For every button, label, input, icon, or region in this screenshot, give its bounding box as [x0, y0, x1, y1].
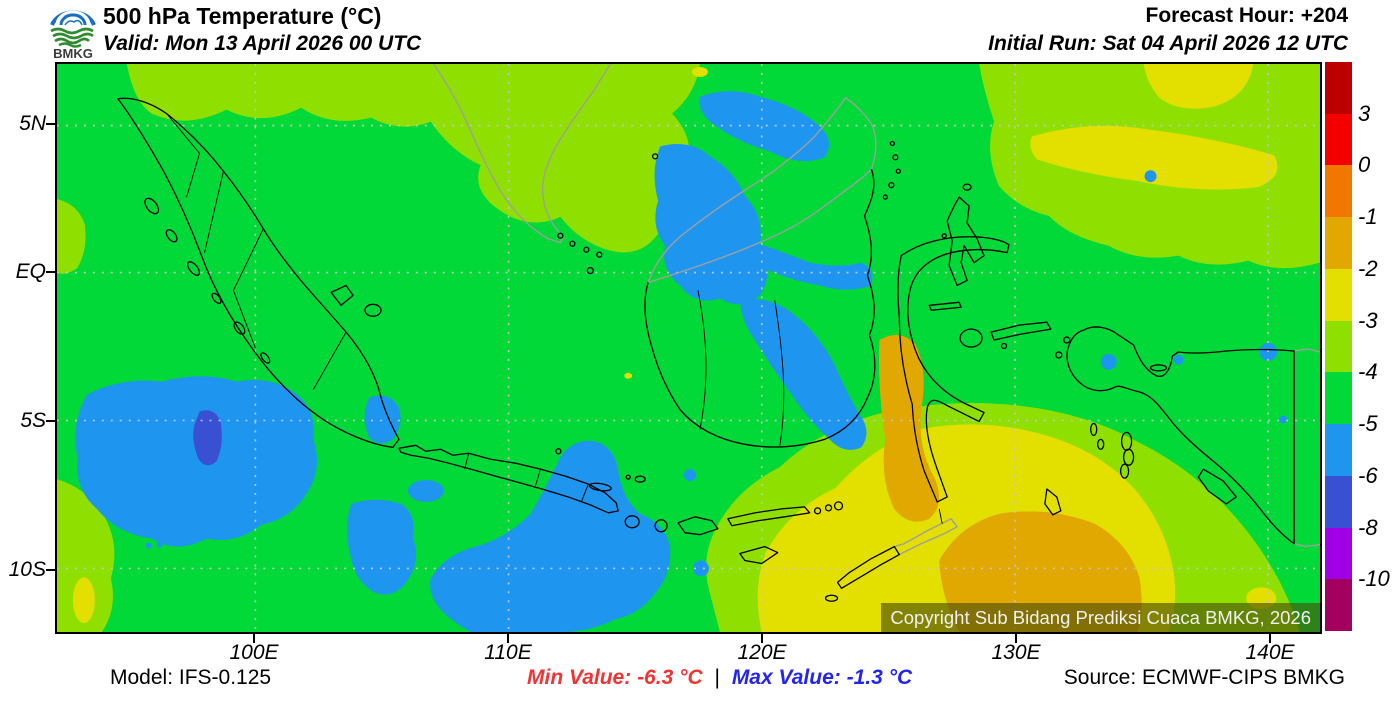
colorbar-tick-label: -4 [1358, 359, 1378, 385]
copyright-overlay: Copyright Sub Bidang Prediksi Cuaca BMKG… [881, 603, 1320, 632]
valid-time-label: Valid: Mon 13 April 2026 00 UTC [103, 32, 422, 55]
y-tick [46, 123, 55, 125]
page-title: 500 hPa Temperature (°C) [103, 3, 382, 29]
x-tick [761, 634, 763, 643]
forecast-hour-label: Forecast Hour: +204 [1145, 4, 1349, 27]
y-axis-label-eq: EQ [15, 260, 46, 283]
sulawesi-coastline [897, 236, 1010, 503]
borneo-coastline [644, 169, 876, 448]
bmkg-logo-icon: BMKG [50, 10, 96, 59]
minmax-separator: | [714, 666, 720, 689]
colorbar-block [1325, 320, 1352, 373]
x-axis-label-140e: 140E [1245, 641, 1295, 664]
y-axis-label-5n: 5N [19, 112, 46, 135]
colorbar-block [1325, 579, 1352, 632]
initial-run-label: Initial Run: Sat 04 April 2026 12 UTC [988, 32, 1348, 55]
colorbar-tick-label: -8 [1358, 514, 1378, 540]
y-tick [46, 569, 55, 571]
x-axis-label-110e: 110E [484, 641, 532, 664]
x-tick [1015, 634, 1017, 643]
source-label: Source: ECMWF-CIPS BMKG [1063, 666, 1345, 689]
halmahera-coastline [946, 196, 985, 287]
x-tick [1269, 634, 1271, 643]
colorbar-block [1325, 217, 1352, 269]
colorbar-tick-label: -3 [1358, 307, 1378, 333]
colorbar-block [1325, 113, 1352, 166]
colorbar-block [1325, 527, 1352, 580]
x-axis-label-120e: 120E [737, 641, 787, 664]
colorbar-block [1325, 424, 1352, 476]
colorbar-tick-label: -2 [1358, 255, 1378, 281]
colorbar-tick-label: -5 [1358, 411, 1378, 437]
model-label: Model: IFS-0.125 [110, 666, 272, 689]
coastlines [117, 97, 1295, 602]
colorbar-tick-label: -6 [1358, 462, 1378, 488]
x-axis-label-100e: 100E [229, 641, 279, 664]
header-right: Forecast Hour: +204 Initial Run: Sat 04 … [988, 2, 1348, 57]
gold-regions [878, 334, 1142, 632]
max-value-label: Max Value: -1.3 °C [731, 666, 913, 689]
header-left: 500 hPa Temperature (°C) Valid: Mon 13 A… [103, 2, 421, 57]
java-coastline [398, 444, 619, 514]
x-tick [253, 634, 255, 643]
map-plot-area: Copyright Sub Bidang Prediksi Cuaca BMKG… [55, 62, 1322, 634]
royal-blue-region [193, 410, 222, 466]
y-axis-label-10s: 10S [8, 558, 46, 581]
temperature-map [57, 64, 1320, 632]
temperature-colorbar [1325, 62, 1352, 632]
minmax-values: Min Value: -6.3 °C | Max Value: -1.3 °C [527, 666, 912, 690]
y-tick [46, 271, 55, 273]
colorbar-block [1325, 372, 1352, 425]
y-tick [46, 420, 55, 422]
colorbar-block [1325, 475, 1352, 528]
blue-regions [75, 91, 1288, 632]
colorbar-tick-label: -1 [1358, 204, 1378, 230]
colorbar-block [1325, 165, 1352, 218]
x-tick [507, 634, 509, 643]
papua-coastline [1066, 326, 1295, 545]
colorbar-block [1325, 62, 1352, 114]
colorbar-block [1325, 268, 1352, 321]
colorbar-tick-label: 0 [1358, 152, 1371, 178]
colorbar-tick-label: 3 [1358, 100, 1371, 126]
min-value-label: Min Value: -6.3 °C [527, 666, 703, 689]
colorbar-tick-label: -10 [1358, 566, 1390, 592]
y-axis-label-5s: 5S [20, 409, 46, 432]
x-axis-label-130e: 130E [991, 641, 1041, 664]
svg-text:BMKG: BMKG [53, 46, 93, 59]
